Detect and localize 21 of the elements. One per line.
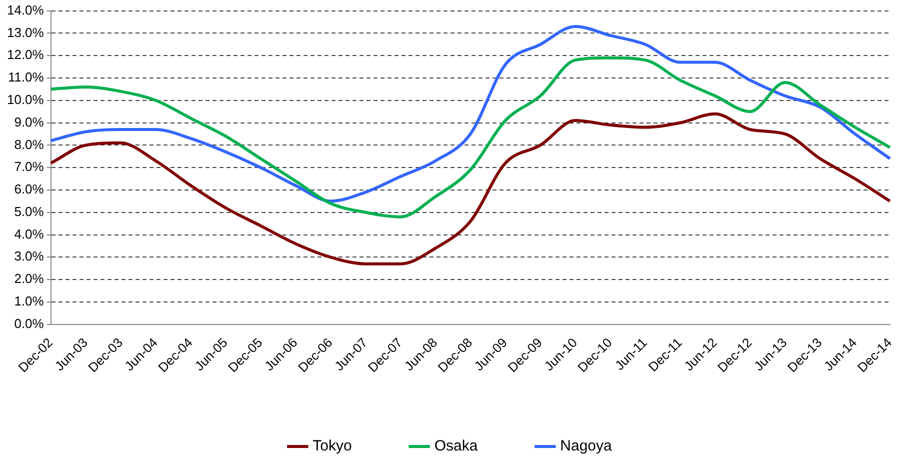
y-tick-label: 9.0%: [14, 114, 44, 130]
line-series: [49, 24, 892, 203]
legend-label: Tokyo: [312, 438, 352, 455]
y-tick-label: 3.0%: [14, 248, 44, 264]
y-tick-label: 10.0%: [6, 92, 44, 107]
y-tick-label: 11.0%: [8, 70, 44, 85]
y-tick-label: 2.0%: [14, 271, 44, 286]
y-tick-label: 6.0%: [14, 182, 44, 197]
y-tick-label: 0.0%: [14, 316, 44, 331]
y-tick-label: 1.0%: [14, 294, 44, 309]
y-tick-label: 14.0%: [6, 2, 44, 18]
y-tick-label: 5.0%: [14, 204, 44, 219]
legend-label: Osaka: [434, 438, 478, 455]
line-series: [49, 112, 892, 266]
y-tick-label: 4.0%: [14, 226, 44, 242]
line-series: [49, 56, 892, 218]
y-tick-label: 7.0%: [14, 159, 44, 174]
y-tick-label: 12.0%: [6, 47, 44, 62]
y-tick-label: 8.0%: [14, 136, 44, 152]
y-tick-label: 13.0%: [6, 24, 44, 40]
legend-label: Nagoya: [560, 438, 613, 455]
